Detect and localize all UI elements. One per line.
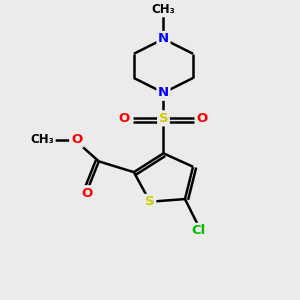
- Text: O: O: [119, 112, 130, 125]
- Text: S: S: [145, 195, 155, 208]
- Text: O: O: [71, 134, 82, 146]
- Text: N: N: [158, 32, 169, 46]
- Text: Cl: Cl: [191, 224, 206, 237]
- Text: N: N: [158, 86, 169, 99]
- Text: CH₃: CH₃: [31, 134, 54, 146]
- Text: O: O: [81, 187, 92, 200]
- Text: CH₃: CH₃: [152, 3, 175, 16]
- Text: O: O: [197, 112, 208, 125]
- Text: S: S: [159, 112, 168, 125]
